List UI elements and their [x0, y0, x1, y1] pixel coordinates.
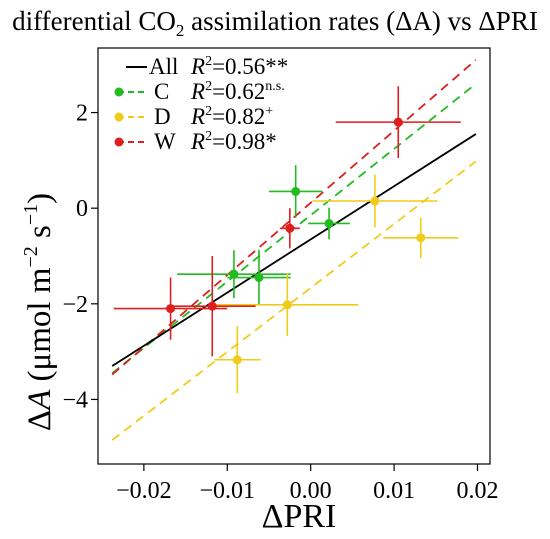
point-marker — [207, 301, 217, 311]
chart-title-pre: differential CO — [12, 6, 176, 36]
point-c-1 — [177, 250, 291, 299]
point-c-3 — [268, 165, 323, 218]
legend-r2: R2=0.62n.s. — [190, 79, 285, 104]
legend-swatch-marker — [114, 112, 124, 122]
legend-label: W — [154, 129, 176, 154]
x-tick-label: −0.01 — [200, 478, 256, 504]
point-marker — [232, 355, 242, 365]
legend-item-d: D R2=0.82+ — [114, 104, 273, 129]
point-d-2 — [213, 326, 261, 394]
point-marker — [324, 218, 334, 228]
x-tick-label: 0.00 — [290, 478, 332, 504]
point-marker — [229, 269, 239, 279]
point-w-4 — [335, 86, 461, 158]
legend-label: All — [149, 54, 178, 79]
chart-title-post: assimilation rates (ΔA) vs ΔPRI — [184, 6, 537, 36]
point-c-4 — [308, 207, 350, 240]
y-tick-label: 2 — [76, 101, 88, 127]
chart-title-text: differential CO2 assimilation rates (ΔA)… — [12, 6, 538, 40]
y-axis-label-exp1: −2 — [20, 246, 42, 267]
y-axis-label-delta: Δ — [22, 410, 58, 431]
point-w-2 — [168, 256, 256, 357]
fit-line-w — [111, 59, 477, 376]
y-axis-label-unit-open: (μmol m — [22, 267, 58, 390]
data-points — [113, 86, 461, 394]
point-marker — [285, 223, 295, 233]
legend-r2: R2=0.56** — [190, 54, 288, 79]
x-tick-label: 0.01 — [373, 478, 415, 504]
point-d-1 — [216, 273, 359, 336]
plot-frame — [97, 47, 491, 465]
x-axis-ticks: −0.02 −0.01 0.00 0.01 0.02 — [116, 464, 498, 504]
y-axis-label: ΔA (μmol m−2 s−1) — [20, 193, 58, 431]
y-axis-label-exp2: −1 — [20, 204, 42, 225]
point-marker — [282, 300, 292, 310]
fit-line-all — [111, 133, 477, 367]
x-axis-label: ΔPRI — [262, 498, 337, 535]
y-tick-label: −2 — [62, 292, 88, 318]
legend-label: C — [154, 79, 169, 104]
legend-swatch-marker — [114, 137, 124, 147]
point-c-2 — [227, 249, 291, 306]
y-axis-label-unit-close: ) — [22, 193, 58, 204]
legend-item-w: W R2=0.98* — [114, 129, 277, 154]
y-axis-label-a: A — [22, 389, 58, 412]
x-tick-label: 0.02 — [456, 478, 498, 504]
y-tick-label: 0 — [76, 196, 88, 222]
legend-swatch-marker — [114, 87, 124, 97]
chart-title: differential CO2 assimilation rates (ΔA)… — [12, 6, 538, 40]
point-marker — [254, 273, 264, 283]
point-marker — [291, 186, 301, 196]
y-axis-ticks: −4 −2 0 2 — [62, 101, 98, 413]
legend-label: D — [154, 104, 171, 129]
legend-item-all: All R2=0.56** — [126, 54, 288, 79]
chart-title-sub: 2 — [176, 21, 185, 40]
legend-item-c: C R2=0.62n.s. — [114, 79, 285, 104]
point-marker — [416, 233, 426, 243]
legend-r2: R2=0.98* — [190, 129, 277, 154]
point-w-3 — [279, 208, 300, 249]
y-axis-label-unit-mid: s — [22, 225, 58, 246]
y-tick-label: −4 — [62, 387, 88, 413]
legend: All R2=0.56** C R2=0.62n.s. D R2=0.82+ W R2=0.9… — [114, 54, 288, 154]
fit-line-d — [111, 160, 477, 441]
x-tick-label: −0.02 — [116, 478, 172, 504]
legend-r2: R2=0.82+ — [190, 104, 273, 129]
point-marker — [370, 196, 380, 206]
point-marker — [393, 117, 403, 127]
point-d-3 — [312, 174, 438, 228]
point-d-4 — [383, 217, 459, 258]
